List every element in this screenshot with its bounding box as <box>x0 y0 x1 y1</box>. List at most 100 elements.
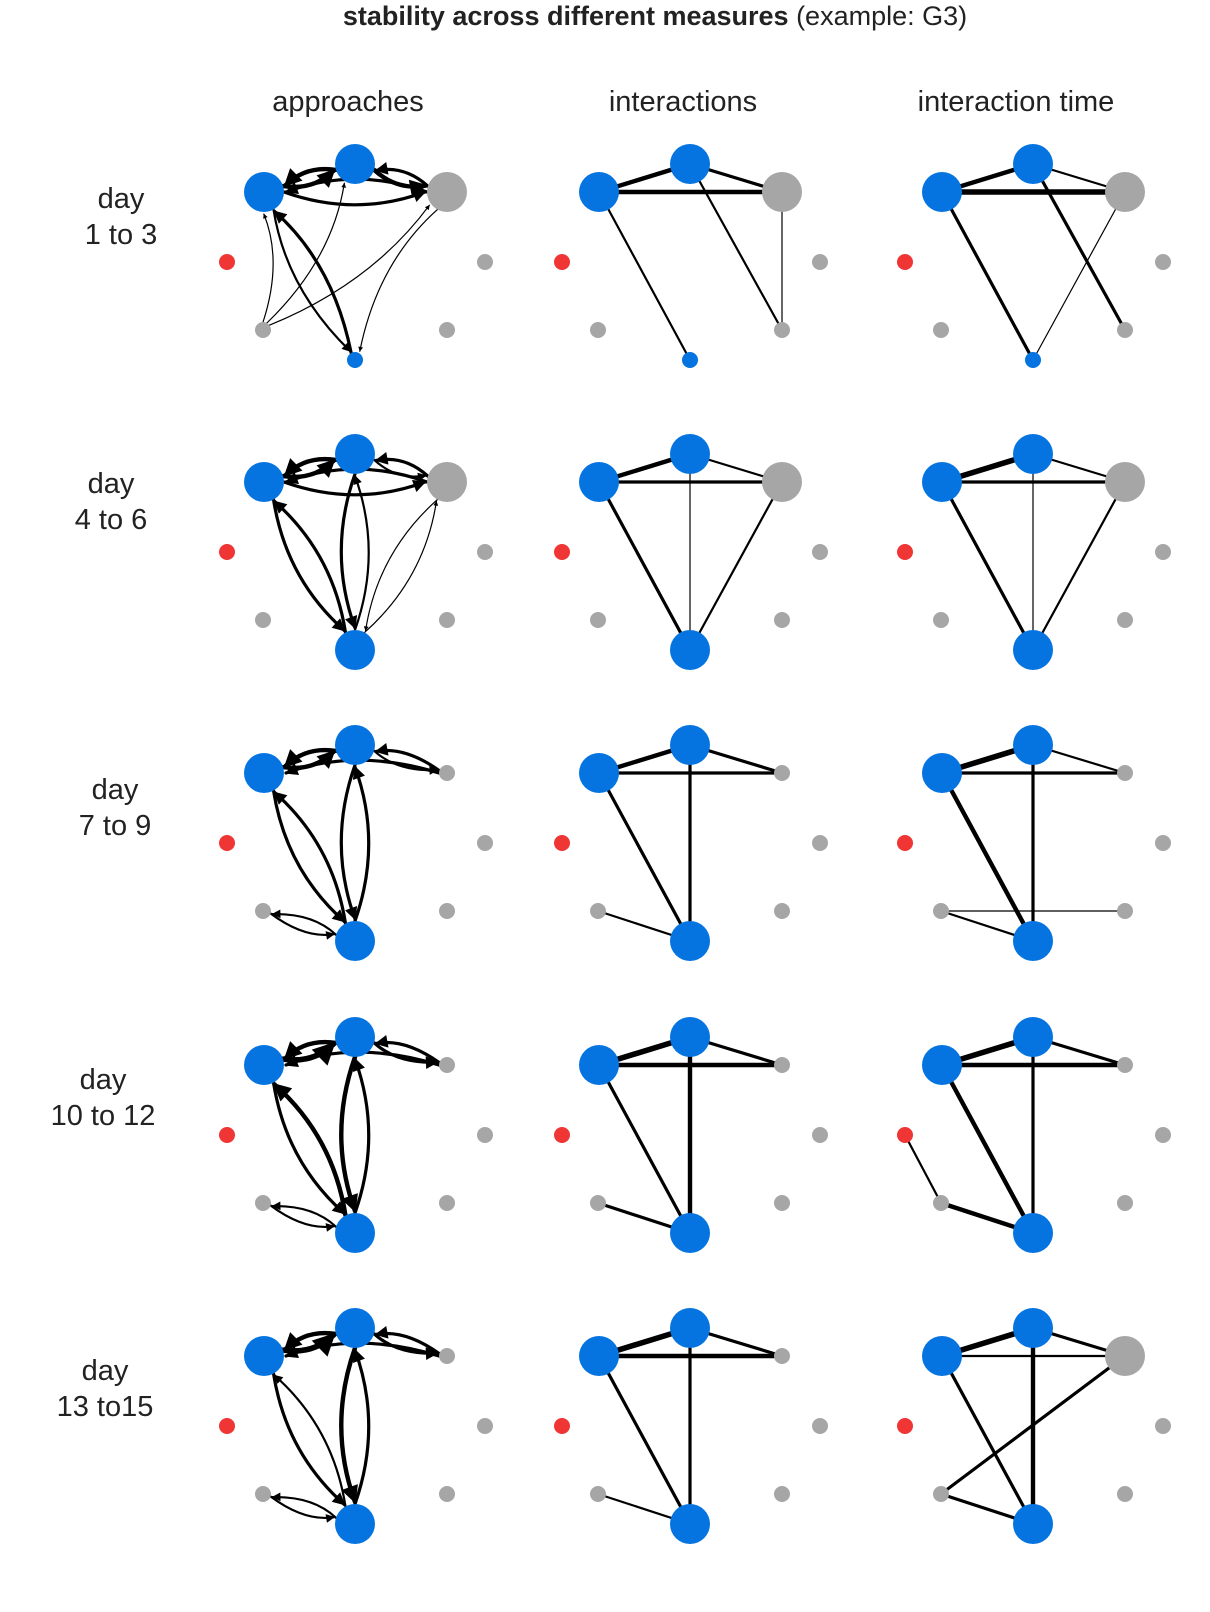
edge-C-D <box>939 1354 1127 1496</box>
node-D <box>933 903 949 919</box>
node-E <box>670 1504 710 1544</box>
node-D <box>590 322 606 338</box>
node-C <box>762 462 802 502</box>
node-G <box>1155 544 1171 560</box>
node-F <box>774 1486 790 1502</box>
node-D <box>590 903 606 919</box>
edge-C-E <box>1031 480 1127 652</box>
node-F <box>439 903 455 919</box>
edge-B-E <box>339 763 358 921</box>
figure-title: stability across different measures (exa… <box>343 1 967 31</box>
node-D <box>590 1195 606 1211</box>
node-G <box>812 835 828 851</box>
edge-C-E <box>358 208 438 352</box>
node-G <box>812 1127 828 1143</box>
node-A <box>922 1336 962 1376</box>
network-interactions-row-3 <box>554 725 828 961</box>
edge-C-E <box>363 498 438 632</box>
node-F <box>439 322 455 338</box>
edge-D-B <box>266 182 347 324</box>
row-label-line2: 4 to 6 <box>75 504 148 536</box>
node-D <box>933 1486 949 1502</box>
node-G <box>477 544 493 560</box>
network-approaches-row-5 <box>219 1308 493 1544</box>
edge-E-B <box>352 1348 371 1506</box>
network-interaction-time-row-5 <box>897 1308 1171 1544</box>
edge-H-D <box>903 1133 943 1205</box>
edge-A-E <box>940 190 1035 362</box>
node-C <box>1105 1336 1145 1376</box>
edge-A-E <box>597 190 692 362</box>
edge-A-E <box>939 1062 1036 1236</box>
node-G <box>1155 835 1171 851</box>
row-label-line1: day <box>88 468 135 500</box>
title-normal: (example: G3) <box>789 1 968 31</box>
node-G <box>1155 1127 1171 1143</box>
node-G <box>812 544 828 560</box>
node-D <box>933 322 949 338</box>
node-D <box>255 322 271 338</box>
edge-A-E <box>940 480 1035 652</box>
network-interaction-time-row-1 <box>897 144 1171 368</box>
row-label-line2: 13 to15 <box>57 1391 154 1423</box>
node-A <box>579 172 619 212</box>
node-D <box>933 612 949 628</box>
row-label-line2: 1 to 3 <box>85 219 158 251</box>
row-label-2: day 4 to 6 <box>75 468 148 536</box>
node-B <box>670 1308 710 1348</box>
node-G <box>812 1418 828 1434</box>
network-approaches-row-3 <box>219 725 493 961</box>
edge-A-E <box>597 1354 692 1526</box>
node-C <box>439 1057 455 1073</box>
node-C <box>774 765 790 781</box>
node-A <box>244 1045 284 1085</box>
node-G <box>1155 1418 1171 1434</box>
node-F <box>1117 903 1133 919</box>
node-C <box>1105 462 1145 502</box>
network-approaches-row-4 <box>219 1017 493 1253</box>
node-C <box>439 1348 455 1364</box>
edge-B-E <box>339 1345 358 1505</box>
row-label-line1: day <box>92 774 139 806</box>
node-F <box>1117 1486 1133 1502</box>
node-C <box>1117 765 1133 781</box>
node-E <box>335 1213 375 1253</box>
node-D <box>590 612 606 628</box>
node-D <box>933 1195 949 1211</box>
edge-A-E <box>271 497 347 633</box>
edge-E-A <box>272 209 353 355</box>
edge-B-F <box>688 162 784 332</box>
node-E <box>335 1504 375 1544</box>
node-C <box>439 765 455 781</box>
edge-E-A <box>272 499 348 635</box>
edge-A-E <box>597 1063 692 1235</box>
edge-E-D <box>271 1492 338 1519</box>
node-E <box>1013 1213 1053 1253</box>
network-approaches-row-1 <box>219 144 493 368</box>
edge-C-B <box>374 1035 441 1065</box>
node-F <box>774 903 790 919</box>
node-E <box>1013 1504 1053 1544</box>
node-A <box>244 172 284 212</box>
node-A <box>244 1336 284 1376</box>
title-bold: stability across different measures <box>343 1 789 31</box>
row-label-line2: 7 to 9 <box>79 810 152 842</box>
node-D <box>255 612 271 628</box>
node-G <box>1155 254 1171 270</box>
node-B <box>1013 1308 1053 1348</box>
node-A <box>922 462 962 502</box>
node-D <box>255 1195 271 1211</box>
node-C <box>774 1057 790 1073</box>
node-F <box>774 612 790 628</box>
row-label-line1: day <box>80 1064 127 1096</box>
node-H <box>219 1418 235 1434</box>
node-B <box>670 434 710 474</box>
node-F <box>1117 1195 1133 1211</box>
node-H <box>219 1127 235 1143</box>
node-C <box>427 462 467 502</box>
edge-C-B <box>374 1326 441 1356</box>
node-E <box>347 352 363 368</box>
node-E <box>1025 352 1041 368</box>
node-H <box>897 1127 913 1143</box>
edge-B-E <box>339 1054 358 1214</box>
